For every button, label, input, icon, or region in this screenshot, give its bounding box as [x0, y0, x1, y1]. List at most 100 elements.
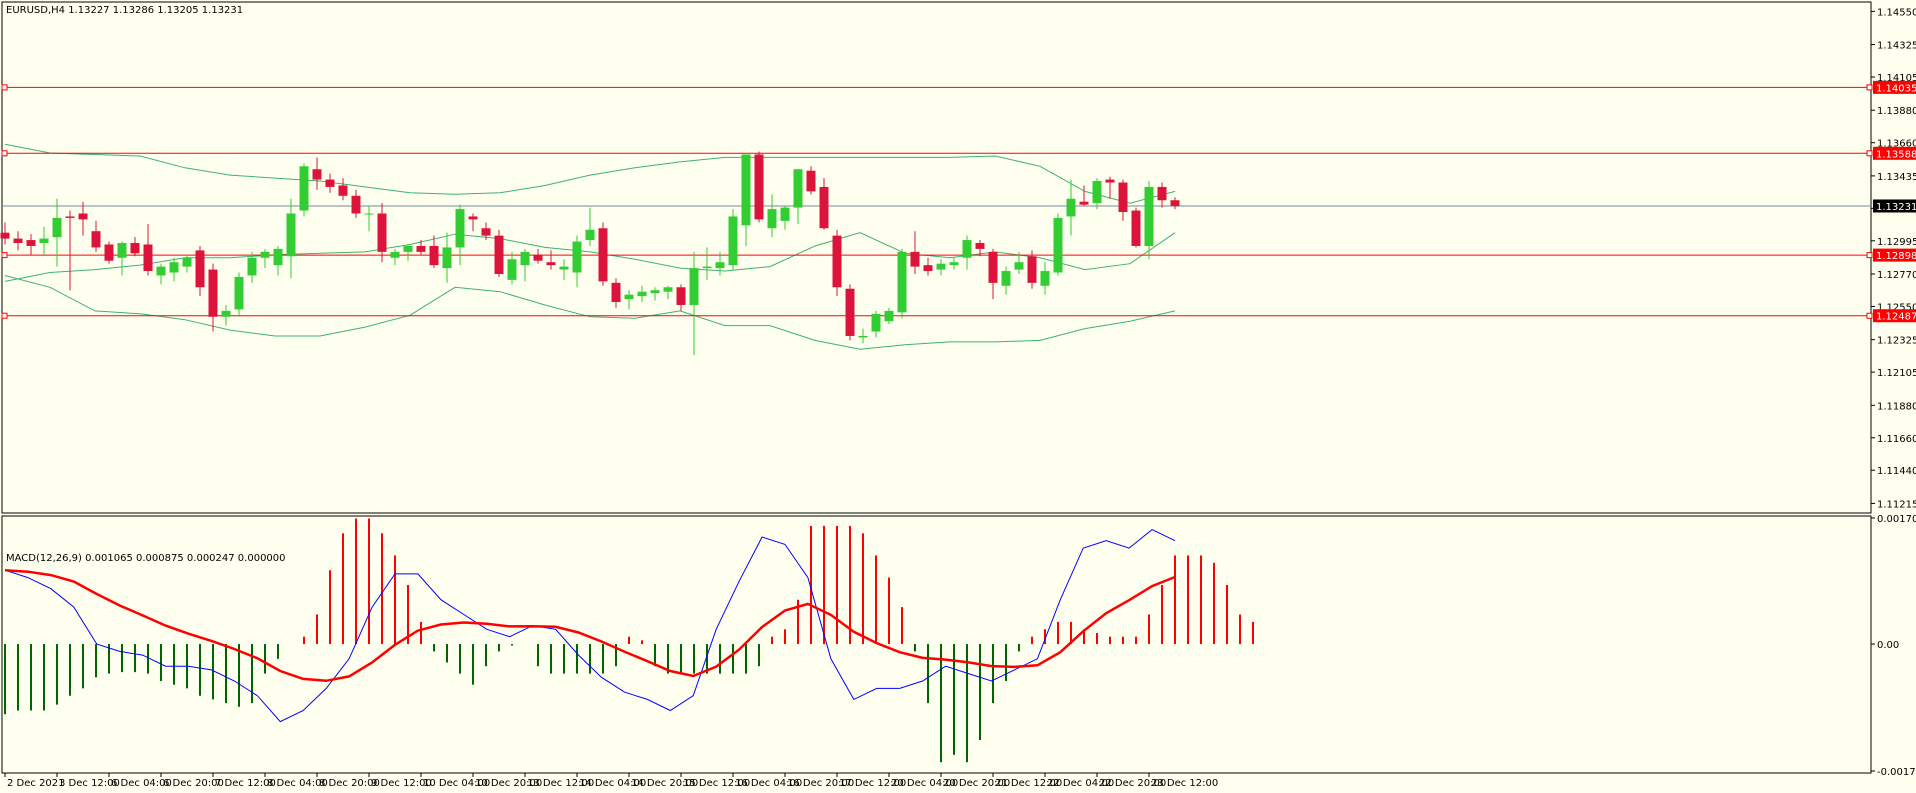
candle	[533, 248, 543, 264]
level-line-handle[interactable]	[1, 312, 8, 319]
candle	[1144, 181, 1154, 260]
candle	[572, 235, 582, 288]
candle	[806, 166, 816, 195]
candle-body	[104, 244, 114, 261]
candle-body	[52, 217, 62, 238]
candle-body	[520, 251, 530, 266]
level-line-handle[interactable]	[1, 150, 8, 157]
current-price-tag-bg	[1873, 199, 1916, 213]
candle	[598, 222, 608, 286]
price-tick-label: 1.13660	[1877, 139, 1916, 150]
candlesticks	[0, 151, 1180, 356]
price-tick-label: 1.11215	[1877, 499, 1916, 510]
candle-body	[546, 262, 556, 266]
candle-body	[702, 266, 712, 269]
candle	[949, 257, 959, 270]
candle-body	[1053, 217, 1063, 273]
price-panel-header: EURUSD,H4 1.13227 1.13286 1.13205 1.1323…	[6, 5, 243, 16]
time-tick-label: 14 Dec 04:00	[579, 778, 646, 789]
time-tick-label: 14 Dec 20:00	[631, 778, 698, 789]
candle	[195, 245, 205, 297]
candle	[260, 248, 270, 269]
candle-body	[988, 251, 998, 283]
candle-body	[845, 288, 855, 336]
candle-body	[182, 257, 192, 267]
candle-body	[143, 244, 153, 272]
candle	[91, 220, 101, 252]
candle	[351, 189, 361, 218]
candle-body	[962, 240, 972, 258]
level-tag-text: 1.12487	[1876, 312, 1916, 323]
candle-body	[338, 185, 348, 196]
candle	[793, 169, 803, 224]
time-tick-label: 8 Dec 04:00	[267, 778, 328, 789]
candle	[78, 201, 88, 236]
candle-body	[0, 232, 10, 239]
candle	[871, 310, 881, 338]
candle	[988, 248, 998, 300]
price-tick-label: 1.14550	[1877, 7, 1916, 18]
candle-body	[1157, 186, 1167, 201]
bollinger-upper-band	[4, 143, 1176, 204]
candle-body	[923, 265, 933, 272]
candle	[897, 248, 907, 319]
candle	[442, 232, 452, 283]
level-line-handle[interactable]	[1866, 312, 1873, 319]
bollinger-lower-band	[4, 275, 1176, 350]
time-tick-label: 17 Dec 12:00	[839, 778, 906, 789]
candle-body	[884, 310, 894, 322]
price-tick-label: 1.12770	[1877, 270, 1916, 281]
candle-body	[936, 263, 946, 270]
candle	[377, 203, 387, 263]
candle-body	[403, 245, 413, 252]
candle-body	[689, 268, 699, 305]
candle-body	[247, 257, 257, 276]
candle	[1092, 178, 1102, 210]
candle	[52, 198, 62, 267]
candle	[338, 178, 348, 201]
candle-body	[221, 310, 231, 317]
candle-body	[91, 231, 101, 248]
candle-body	[117, 243, 127, 258]
candle-body	[26, 240, 36, 246]
candle	[429, 235, 439, 269]
time-tick-label: 21 Dec 12:00	[995, 778, 1062, 789]
level-line-handle[interactable]	[1866, 84, 1873, 91]
candle-body	[897, 251, 907, 313]
candle	[1105, 176, 1115, 199]
candle	[247, 251, 257, 283]
candle-body	[611, 282, 621, 303]
candle-body	[468, 216, 478, 220]
time-tick-label: 23 Dec 12:00	[1151, 778, 1218, 789]
candle	[689, 251, 699, 356]
level-line-handle[interactable]	[1, 252, 8, 259]
candle	[1014, 251, 1024, 274]
candle	[1131, 207, 1141, 248]
candle-body	[1092, 181, 1102, 204]
candle-body	[351, 195, 361, 214]
candle	[416, 240, 426, 255]
candle-body	[39, 238, 49, 244]
candle-body	[494, 235, 504, 274]
current-price-tag: 1.13231	[1873, 199, 1916, 213]
candle	[455, 204, 465, 266]
candle	[364, 206, 374, 232]
candle	[663, 285, 673, 300]
price-tick-label: 1.13435	[1877, 172, 1916, 183]
time-tick-label: 6 Dec 20:00	[163, 778, 224, 789]
candle-body	[585, 229, 595, 241]
candle	[468, 213, 478, 232]
candle-body	[429, 245, 439, 266]
level-line-handle[interactable]	[1866, 150, 1873, 157]
candle-body	[234, 276, 244, 310]
candle	[520, 248, 530, 282]
candle-body	[1131, 210, 1141, 246]
candle-body	[949, 262, 959, 266]
level-line-handle[interactable]	[1866, 252, 1873, 259]
candle	[0, 222, 10, 245]
candle	[1027, 250, 1037, 289]
candle-body	[286, 213, 296, 257]
level-line-handle[interactable]	[1, 84, 8, 91]
macd-main-line	[4, 529, 1176, 723]
level-tag-bg	[1873, 80, 1916, 94]
